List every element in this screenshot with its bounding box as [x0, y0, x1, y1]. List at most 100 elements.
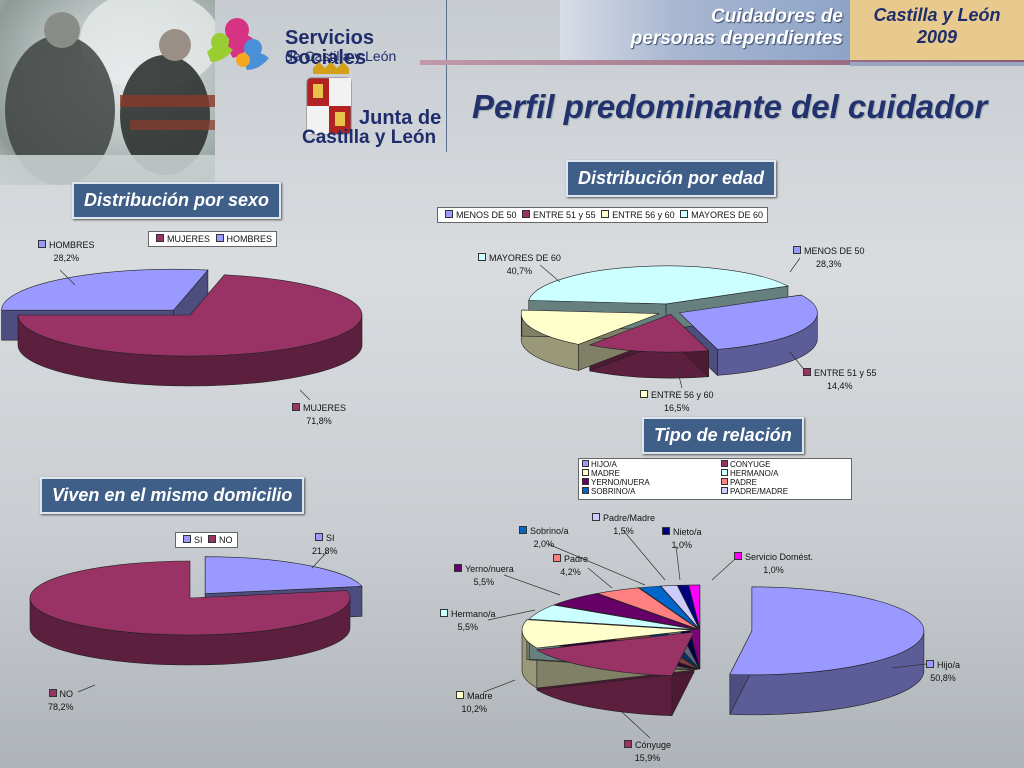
- legend-sexo: MUJERES HOMBRES: [148, 231, 278, 247]
- label-name: Hermano/a: [451, 609, 496, 619]
- data-label-nieto: Nieto/a 1,0%: [662, 526, 702, 552]
- header-rule: [420, 60, 1024, 65]
- legend-swatch: [582, 460, 589, 467]
- label-swatch: [592, 513, 600, 521]
- legend-entry: HIJO/A: [582, 460, 617, 469]
- leader-line: [59, 269, 76, 286]
- label-name: MAYORES DE 60: [489, 253, 561, 263]
- legend-item: PADRE: [730, 478, 757, 487]
- leader-line: [299, 389, 311, 401]
- legend-edad: MENOS DE 50 ENTRE 51 y 55 ENTRE 56 y 60 …: [437, 207, 768, 223]
- legend-item: CONYUGE: [730, 460, 771, 469]
- data-label-mujeres: MUJERES 71,8%: [292, 402, 346, 428]
- region-text: Castilla y León 2009: [850, 4, 1024, 48]
- label-pct: 16,5%: [664, 403, 690, 413]
- label-pct: 40,7%: [506, 266, 533, 276]
- legend-entry: HERMANO/A: [721, 469, 778, 478]
- data-label-hombres: HOMBRES 28,2%: [38, 239, 95, 265]
- pie-slice-yerno-nuera: [553, 593, 698, 630]
- elderly-people-photo: [0, 0, 215, 185]
- legend-swatch: [680, 210, 689, 218]
- label-pct: 14,4%: [827, 381, 853, 391]
- label-swatch: [478, 253, 486, 261]
- section-label-edad: Distribución por edad: [566, 160, 777, 197]
- section-label-relacion: Tipo de relación: [642, 417, 804, 454]
- pie-slice-servicio-dom-stico: [688, 584, 701, 630]
- logo1-line2: de Castilla y León: [285, 48, 397, 64]
- legend-item: MADRE: [591, 469, 620, 478]
- data-label-padre-madre: Padre/Madre 1,5%: [592, 512, 655, 538]
- data-label-padre: Padre 4,2%: [553, 553, 588, 579]
- legend-item: ENTRE 51 y 55: [533, 210, 596, 220]
- label-swatch: [662, 527, 670, 535]
- label-name: NO: [59, 689, 74, 699]
- leader-line: [487, 609, 536, 621]
- header-line2: personas dependientes: [630, 28, 843, 49]
- header-divider: [446, 0, 447, 152]
- leader-line: [789, 257, 801, 273]
- pie-slice-entre-56-y-60: [520, 309, 660, 345]
- label-pct: 5,5%: [473, 577, 495, 587]
- legend-item: ENTRE 56 y 60: [612, 210, 675, 220]
- pie-slice-mujeres: [17, 274, 363, 357]
- header-rule-2: [850, 62, 1024, 66]
- label-swatch: [440, 609, 448, 617]
- legend-entry: MADRE: [582, 469, 620, 478]
- legend-swatch: [208, 535, 217, 543]
- leader-line: [539, 264, 561, 283]
- label-name: ENTRE 56 y 60: [651, 390, 714, 400]
- label-swatch: [734, 552, 742, 560]
- legend-swatch: [721, 478, 728, 485]
- legend-item: NO: [219, 535, 233, 545]
- data-label-madre: Madre 10,2%: [456, 690, 493, 716]
- label-swatch: [456, 691, 464, 699]
- label-name: Yerno/nuera: [465, 564, 514, 574]
- section-label-domicilio: Viven en el mismo domicilio: [40, 477, 305, 514]
- data-label-servicio: Servicio Domést. 1,0%: [734, 551, 813, 577]
- legend-swatch: [582, 487, 589, 494]
- leader-line: [891, 663, 927, 669]
- data-label-mayores-60: MAYORES DE 60 40,7%: [478, 252, 561, 278]
- pie-slice-hermano-a: [528, 604, 697, 630]
- legend-item: YERNO/NUERA: [591, 478, 650, 487]
- leader-line: [311, 551, 328, 569]
- label-name: Padre: [564, 554, 589, 564]
- pie-slice-menos-de-50: [678, 294, 818, 350]
- label-name: ENTRE 51 y 55: [814, 368, 877, 378]
- legend-entry: YERNO/NUERA: [582, 478, 650, 487]
- data-label-no: NO 78,2%: [48, 688, 74, 714]
- legend-item: HOMBRES: [226, 234, 273, 244]
- label-pct: 21,8%: [312, 546, 338, 556]
- leader-line: [547, 543, 646, 586]
- label-pct: 28,2%: [53, 253, 80, 263]
- label-swatch: [315, 533, 323, 541]
- pie-slice-padre: [596, 587, 699, 630]
- region-box: [850, 0, 1024, 62]
- header-line1: Cuidadores de: [711, 6, 843, 27]
- label-name: Hijo/a: [937, 660, 961, 670]
- legend-item: SOBRINO/A: [591, 487, 636, 496]
- legend-swatch: [582, 478, 589, 485]
- data-label-sobrino: Sobrino/a 2,0%: [519, 525, 569, 551]
- legend-relacion: HIJO/A CONYUGE MADRE HERMANO/A YERNO/NUE…: [578, 458, 852, 500]
- label-name: Nieto/a: [673, 527, 702, 537]
- label-name: Sobrino/a: [530, 526, 569, 536]
- leader-line: [677, 371, 683, 389]
- label-swatch: [803, 368, 811, 376]
- legend-item: HIJO/A: [591, 460, 617, 469]
- leader-line: [503, 574, 561, 596]
- label-name: Padre/Madre: [603, 513, 656, 523]
- label-swatch: [793, 246, 801, 254]
- pie-slice-hijo-a: [729, 586, 925, 676]
- section-label-sexo: Distribución por sexo: [72, 182, 282, 219]
- label-pct: 15,9%: [634, 753, 661, 763]
- label-name: MENOS DE 50: [804, 246, 865, 256]
- label-swatch: [519, 526, 527, 534]
- junta-crest-icon: [306, 62, 352, 135]
- logo2-line1: Junta de: [359, 107, 442, 129]
- pie-slice-c-nyuge: [535, 631, 695, 676]
- data-label-hermano: Hermano/a 5,5%: [440, 608, 496, 634]
- legend-entry: PADRE/MADRE: [721, 487, 788, 496]
- header-title: Cuidadores de personas dependientes: [565, 6, 843, 50]
- header-band: [560, 0, 850, 62]
